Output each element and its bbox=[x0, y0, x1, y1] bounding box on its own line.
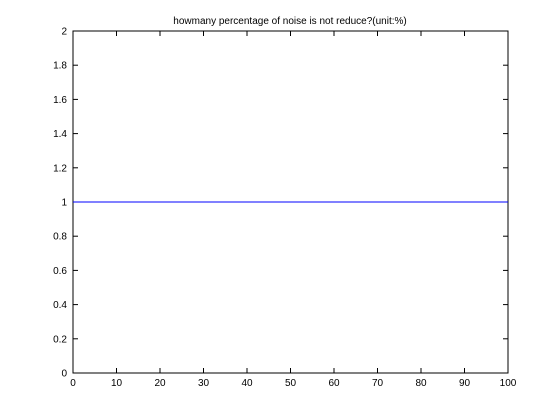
x-tick-label: 70 bbox=[372, 378, 384, 389]
y-tick-label: 0.4 bbox=[53, 300, 67, 311]
y-tick-label: 0.2 bbox=[53, 334, 67, 345]
x-tick-label: 80 bbox=[415, 378, 427, 389]
y-tick-label: 2 bbox=[61, 27, 67, 38]
x-tick-label: 40 bbox=[241, 378, 253, 389]
chart-title: howmany percentage of noise is not reduc… bbox=[173, 16, 406, 27]
y-tick-label: 1.2 bbox=[53, 163, 67, 174]
x-tick-label: 100 bbox=[500, 378, 517, 389]
y-axis: 0 0.2 0.4 0.6 0.8 1 1.2 1.4 1.6 1.8 2 bbox=[53, 27, 508, 380]
x-tick-label: 90 bbox=[459, 378, 471, 389]
y-tick-label: 1.6 bbox=[53, 95, 67, 106]
x-tick-label: 20 bbox=[154, 378, 166, 389]
y-tick-label: 0.8 bbox=[53, 232, 67, 243]
x-tick-label: 60 bbox=[328, 378, 340, 389]
x-tick-label: 30 bbox=[198, 378, 210, 389]
x-axis: 0 10 20 30 40 50 60 70 80 90 100 bbox=[70, 31, 517, 389]
y-tick-label: 0.6 bbox=[53, 266, 67, 277]
y-tick-label: 1.8 bbox=[53, 61, 67, 72]
x-tick-label: 10 bbox=[111, 378, 123, 389]
y-tick-label: 1 bbox=[61, 198, 67, 209]
y-tick-label: 1.4 bbox=[53, 129, 67, 140]
y-tick-label: 0 bbox=[61, 369, 67, 380]
x-tick-label: 50 bbox=[285, 378, 297, 389]
x-tick-label: 0 bbox=[70, 378, 76, 389]
